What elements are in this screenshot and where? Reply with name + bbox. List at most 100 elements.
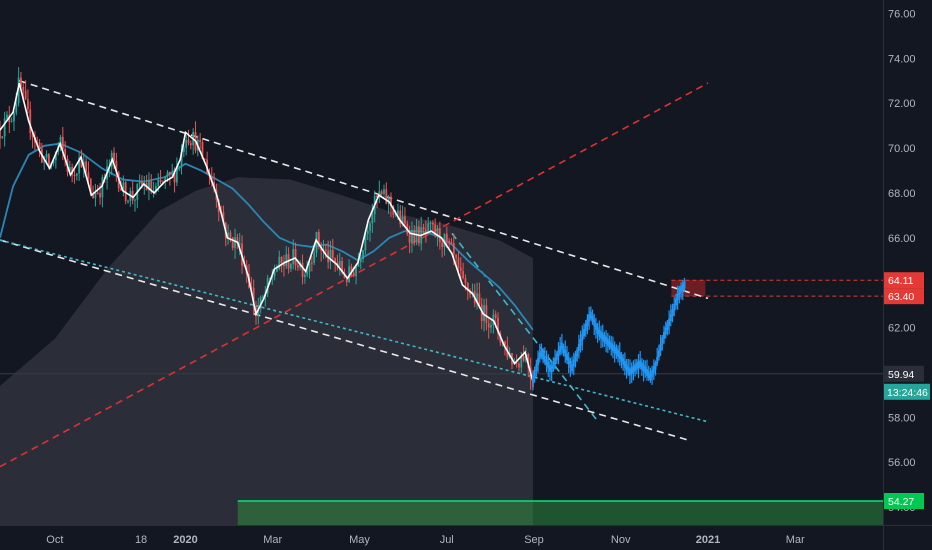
candle-body [1,136,4,139]
candle-body [222,212,225,223]
projection-body [656,356,659,364]
candle-body [201,142,204,159]
projection-body [564,349,567,357]
candle-body [413,230,416,243]
projection-body [664,327,667,335]
candle-body [166,172,169,177]
projection-body [634,364,637,372]
candle-body [159,179,162,183]
candle-body [182,147,185,152]
candle-body [445,233,448,241]
projection-body [644,366,647,374]
projection-body [642,364,645,372]
candle-body [22,86,25,91]
candle-body [131,191,134,201]
candle-body [38,142,41,149]
time-tick-label: Sep [524,534,544,546]
projection-body [676,293,679,301]
candle-body [150,181,153,193]
price-tick-label: 58.00 [888,412,916,424]
candle-body [54,152,57,161]
candle-body [431,222,434,225]
candle-body [64,149,67,159]
candle-body [466,282,469,292]
candle-body [443,233,446,247]
candle-body [122,182,125,191]
candle-body [362,250,364,260]
projection-body [584,324,587,331]
candle-body [408,233,411,243]
price-tag [884,272,924,289]
projection-body [555,353,558,361]
candle-body [315,232,318,253]
projection-body [681,283,684,291]
candle-body [369,223,371,231]
time-tick-label: 2020 [173,534,197,546]
time-axis[interactable]: Oct 18 2020 Mar May Jul Sep Nov 2021 Mar [46,534,805,546]
candle-body [99,192,101,198]
candle-body [380,191,383,195]
projection-body [559,345,562,353]
price-tick-label: 76.00 [888,8,916,20]
candle-body [189,143,192,146]
projection-body [613,346,616,354]
candle-body [464,278,467,283]
candle-body [376,195,378,198]
candle-body [127,200,129,202]
candle-body [89,178,92,195]
projection-body [639,360,642,368]
candle-body [75,173,78,176]
projection-body [668,318,671,326]
trendline-4 [0,239,709,423]
projection-body [567,357,570,364]
projection-body [557,349,560,357]
projection-body [547,361,550,369]
candle-body [490,324,492,328]
projection-body [533,369,536,377]
projection-body [623,360,626,368]
projection-body [663,331,666,339]
projection-body [572,359,575,367]
projection-body [635,362,638,370]
candle-body [397,210,399,214]
projection-body [654,362,657,370]
candle-body [427,223,430,233]
candle-body [527,354,530,368]
candle-body [515,363,518,365]
countdown-tag [884,383,930,400]
candle-body [78,157,81,174]
candle-body [483,305,485,322]
candle-body [390,196,392,207]
projection-body [617,349,620,357]
price-tick-label: 62.00 [888,323,916,335]
candle-body [61,136,64,150]
candle-body [236,237,239,244]
projection-body [565,353,568,361]
candle-body [73,174,76,176]
projection-body [540,350,543,357]
candle-body [476,293,478,304]
candle-body [199,139,202,143]
candle-body [324,249,327,251]
projection-body [583,329,586,336]
time-tick-label: Jul [440,534,454,546]
projection-body [659,344,662,351]
candle-body [101,177,104,198]
candle-body [301,262,304,277]
candle-body [259,297,262,309]
candle-body [155,186,157,192]
candle-body [429,222,432,224]
price-tick-label: 70.00 [888,143,916,155]
candle-body [168,172,171,175]
projection-body [550,365,553,373]
candle-body [331,249,334,259]
candle-body [238,243,241,245]
candle-body [383,189,385,195]
candle-body [3,118,6,137]
candle-body [292,248,295,264]
projection-body [596,327,599,335]
volume-profile-area [0,177,533,525]
candle-body [438,228,441,243]
